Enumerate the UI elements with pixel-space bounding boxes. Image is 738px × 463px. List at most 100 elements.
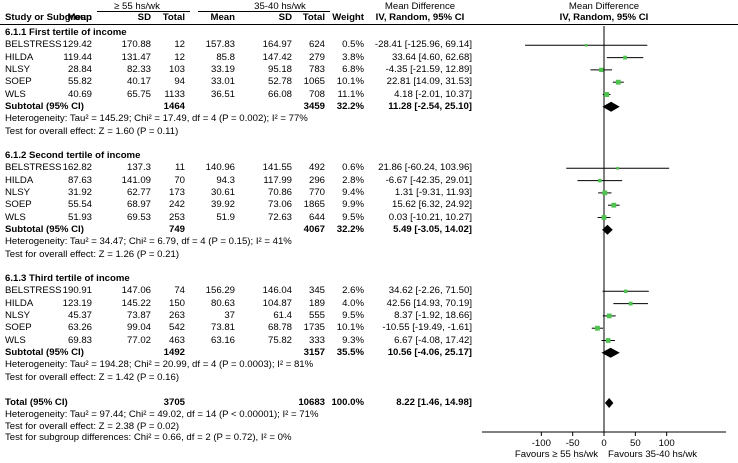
study-marker (604, 92, 610, 97)
mean1-cell: 129.42 (62, 39, 92, 51)
total1-cell: 542 (168, 322, 185, 334)
summary-diamond (602, 224, 613, 235)
sd1-cell: 170.88 (121, 39, 151, 51)
total-total1: 3705 (163, 397, 185, 408)
mean1-cell: 190.91 (62, 285, 92, 297)
subtotal-total2: 3157 (303, 346, 325, 358)
study-name: HILDA (5, 51, 34, 63)
favours-right-label: Favours 35-40 hs/wk (608, 449, 697, 460)
sd2-cell: 164.97 (262, 39, 292, 51)
ci-cell: 8.37 [-1.92, 18.66] (394, 309, 472, 321)
subgroup-title: 6.1.1 First tertile of income (5, 27, 127, 38)
total-heterogeneity: Heterogeneity: Tau² = 97.44; Chi² = 49.0… (5, 409, 319, 421)
total1-cell: 11 (175, 162, 185, 174)
weight-header: Weight (332, 12, 364, 23)
sd2-cell: 72.63 (267, 211, 292, 223)
weight-cell: 0.6% (342, 162, 364, 174)
study-marker (611, 202, 617, 208)
total1-header: Total (162, 12, 185, 23)
subtotal-total2: 3459 (303, 100, 325, 112)
sd1-cell: 141.09 (121, 174, 151, 186)
study-marker (606, 313, 612, 319)
sd2-cell: 68.78 (267, 322, 292, 334)
sd2-cell: 73.06 (267, 199, 292, 211)
subtotal-total2: 4067 (303, 223, 325, 235)
total1-cell: 242 (168, 199, 185, 211)
mean2-cell: 36.51 (210, 88, 235, 100)
weight-cell: 10.1% (336, 322, 364, 334)
heterogeneity-text: Heterogeneity: Tau² = 34.47; Chi² = 6.79… (5, 236, 292, 248)
study-marker (628, 301, 633, 306)
subtotal-total1: 749 (168, 223, 185, 235)
total1-cell: 74 (174, 285, 185, 297)
mean2-cell: 33.19 (210, 63, 235, 75)
total2-header: Total (302, 12, 325, 23)
subtotal-ci: 10.56 [-4.06, 25.17] (387, 346, 472, 358)
total2-cell: 492 (308, 162, 325, 174)
total1-cell: 70 (174, 174, 185, 186)
sd2-cell: 104.87 (262, 297, 292, 309)
subtotal-label: Subtotal (95% CI) (5, 346, 84, 358)
study-marker (584, 43, 588, 47)
sd1-cell: 77.02 (126, 334, 151, 346)
total-overall-effect: Test for overall effect: Z = 2.38 (P = 0… (5, 420, 180, 432)
total2-cell: 783 (308, 63, 325, 75)
ci-cell: 0.03 [-10.21, 10.27] (388, 211, 472, 223)
heterogeneity-text: Heterogeneity: Tau² = 145.29; Chi² = 17.… (5, 113, 308, 125)
subtotal-weight: 35.5% (336, 346, 364, 358)
ci-cell: -10.55 [-19.49, -1.61] (382, 322, 472, 334)
total2-cell: 708 (308, 88, 325, 100)
sd2-cell: 75.82 (267, 334, 292, 346)
study-name: BELSTRESS (5, 162, 62, 174)
total1-cell: 94 (174, 76, 185, 88)
ci-cell: 42.56 [14.93, 70.19] (386, 297, 472, 309)
mean2-cell: 51.9 (216, 211, 235, 223)
mean1-cell: 87.63 (67, 174, 92, 186)
study-name: HILDA (5, 174, 34, 186)
x-tick-label: 50 (630, 438, 641, 449)
total2-cell: 1735 (303, 322, 325, 334)
summary-diamond (601, 347, 620, 358)
sd2-header: SD (278, 12, 292, 23)
total1-cell: 103 (168, 63, 185, 75)
total2-cell: 770 (308, 186, 325, 198)
subtotal-label: Subtotal (95% CI) (5, 100, 84, 112)
mean2-cell: 85.8 (216, 51, 235, 63)
mean1-cell: 55.82 (67, 76, 92, 88)
x-tick-label: -50 (566, 438, 580, 449)
ci-cell: -4.35 [-21.59, 12.89] (385, 63, 472, 75)
mean1-cell: 123.19 (62, 297, 92, 309)
sd2-cell: 141.55 (262, 162, 292, 174)
study-marker (623, 55, 627, 60)
weight-cell: 9.5% (342, 309, 364, 321)
mean1-cell: 40.69 (67, 88, 92, 100)
ci-cell: 15.62 [6.32, 24.92] (391, 199, 472, 211)
sd1-cell: 65.75 (126, 88, 151, 100)
study-marker (601, 215, 607, 220)
ci-cell: 22.81 [14.09, 31.53] (386, 76, 472, 88)
weight-cell: 2.8% (342, 174, 364, 186)
total2-cell: 644 (308, 211, 325, 223)
weight-cell: 6.8% (342, 63, 364, 75)
subtotal-total1: 1464 (163, 100, 185, 112)
study-marker (599, 67, 604, 73)
subgroup-differences: Test for subgroup differences: Chi² = 0.… (5, 431, 292, 443)
study-marker (598, 178, 602, 183)
subtotal-ci: 11.28 [-2.54, 25.10] (388, 100, 472, 112)
sd1-cell: 145.22 (121, 297, 151, 309)
ci-cell: 34.62 [-2.26, 71.50] (388, 285, 472, 297)
mean1-cell: 51.93 (67, 211, 92, 223)
mean2-cell: 33.01 (210, 76, 235, 88)
total1-cell: 12 (174, 51, 185, 63)
mean2-cell: 156.29 (205, 285, 235, 297)
mean2-cell: 39.92 (210, 199, 235, 211)
md-header: Mean Difference (384, 1, 456, 12)
ci-cell: 33.64 [4.60, 62.68] (391, 51, 472, 63)
total1-cell: 150 (168, 297, 185, 309)
x-tick-label: 0 (601, 438, 606, 449)
weight-cell: 0.5% (342, 39, 364, 51)
favours-left-label: Favours ≥ 55 hs/wk (515, 449, 598, 460)
study-name: SOEP (5, 76, 32, 88)
weight-cell: 4.0% (342, 297, 364, 309)
sd2-cell: 95.18 (267, 63, 292, 75)
